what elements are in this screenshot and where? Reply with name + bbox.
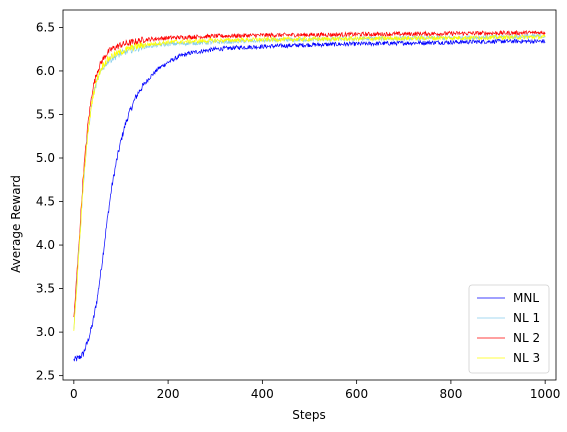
series-line-nl-3 <box>73 33 546 331</box>
series-line-nl-1 <box>73 33 546 330</box>
series-line-mnl <box>73 38 546 362</box>
series-layer <box>73 29 546 362</box>
legend-label: NL 3 <box>513 351 540 365</box>
x-tick-label: 0 <box>70 387 78 401</box>
series-line-nl-2 <box>73 29 546 318</box>
legend-label: NL 1 <box>513 311 540 325</box>
legend: MNL NL 1 NL 2 NL 3 <box>468 284 550 374</box>
y-tick-label: 4.0 <box>36 238 55 252</box>
axes-layer: 0 200 400 600 800 1000 2.5 3.0 3.5 4.0 4.5 5.0 5.5 6.… <box>36 9 561 401</box>
legend-box <box>468 284 550 374</box>
x-tick-label: 400 <box>251 387 274 401</box>
legend-label: MNL <box>513 291 539 305</box>
y-tick-label: 6.5 <box>36 20 55 34</box>
x-tick-label: 1000 <box>530 387 561 401</box>
y-tick-label: 4.5 <box>36 195 55 209</box>
y-tick-label: 5.0 <box>36 151 55 165</box>
plot-frame <box>62 9 557 381</box>
x-axis-label: Steps <box>292 408 326 422</box>
y-tick-label: 3.0 <box>36 325 55 339</box>
y-axis-label: Average Reward <box>9 175 23 273</box>
y-tick-label: 2.5 <box>36 369 55 383</box>
y-tick-label: 3.5 <box>36 282 55 296</box>
x-tick-label: 600 <box>345 387 368 401</box>
x-tick-label: 200 <box>157 387 180 401</box>
legend-label: NL 2 <box>513 331 540 345</box>
y-tick-label: 6.0 <box>36 64 55 78</box>
y-tick-label: 5.5 <box>36 107 55 121</box>
x-tick-label: 800 <box>439 387 462 401</box>
